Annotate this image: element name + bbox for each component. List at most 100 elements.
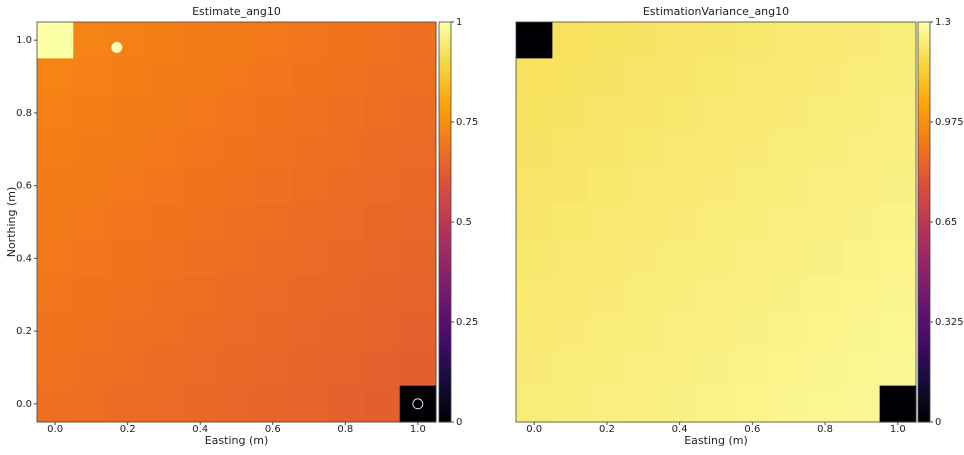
heatmap-cell xyxy=(734,203,772,241)
heatmap-cell xyxy=(218,203,256,241)
heatmap-cell xyxy=(109,58,147,96)
colorbar-segment xyxy=(439,358,451,363)
heatmap-cell xyxy=(879,94,917,132)
heatmap-cell xyxy=(697,167,735,205)
heatmap-cell xyxy=(516,385,553,423)
heatmap-cell xyxy=(625,240,662,278)
colorbar-segment xyxy=(918,186,930,191)
colorbar-segment xyxy=(918,222,930,227)
colorbar-segment xyxy=(439,146,451,151)
colorbar-segment xyxy=(439,338,451,343)
colorbar-segment xyxy=(918,142,930,147)
colorbar-segment xyxy=(439,246,451,251)
chart-title: EstimationVariance_ang10 xyxy=(643,5,789,18)
colorbar-segment xyxy=(439,138,451,143)
colorbar-segment xyxy=(918,226,930,231)
colorbar-segment xyxy=(918,238,930,243)
colorbar-segment xyxy=(918,194,930,199)
heatmap-cell xyxy=(73,22,111,59)
colorbar-segment xyxy=(918,326,930,331)
heatmap-cell xyxy=(770,349,808,387)
heatmap-cell xyxy=(218,167,256,205)
heatmap-cell xyxy=(182,385,219,423)
heatmap-cell xyxy=(625,167,662,205)
heatmap-cell xyxy=(734,349,772,387)
colorbar-tick-label: 0.975 xyxy=(935,117,964,128)
colorbar-segment xyxy=(439,274,451,279)
heatmap-cell xyxy=(552,385,590,423)
heatmap-cell xyxy=(327,58,364,96)
heatmap-cell xyxy=(145,349,183,387)
colorbar-segment xyxy=(918,130,930,135)
colorbar-segment xyxy=(918,106,930,111)
heatmap-cell xyxy=(734,167,772,205)
colorbar-segment xyxy=(918,70,930,75)
heatmap-cell xyxy=(145,203,183,241)
colorbar-segment xyxy=(439,314,451,319)
heatmap-cell xyxy=(516,167,553,205)
heatmap-cell xyxy=(661,58,699,96)
heatmap-cell xyxy=(806,276,844,314)
heatmap-cell xyxy=(182,276,219,314)
colorbar-segment xyxy=(439,330,451,335)
colorbar-segment xyxy=(439,122,451,127)
heatmap-cell xyxy=(254,167,292,205)
heatmap-cell xyxy=(770,203,808,241)
heatmap-cell xyxy=(109,312,147,350)
heatmap-cell xyxy=(109,276,147,314)
colorbar-segment xyxy=(439,34,451,39)
heatmap-cell xyxy=(182,94,219,132)
colorbar-segment xyxy=(918,22,930,27)
colorbar-segment xyxy=(439,390,451,395)
heatmap-cell xyxy=(290,312,328,350)
heatmap-cell xyxy=(37,58,74,96)
heatmap-cell xyxy=(37,349,74,387)
colorbar-segment xyxy=(439,194,451,199)
colorbar-segment xyxy=(439,166,451,171)
colorbar-segment xyxy=(918,254,930,259)
colorbar-segment xyxy=(439,102,451,107)
chart-title: Estimate_ang10 xyxy=(192,5,281,18)
heatmap-cell xyxy=(625,276,662,314)
heatmap-cell xyxy=(363,276,401,314)
colorbar-segment xyxy=(918,170,930,175)
colorbar-segment xyxy=(918,366,930,371)
heatmap-cell xyxy=(879,131,917,168)
colorbar-segment xyxy=(918,294,930,299)
heatmap-cell xyxy=(182,240,219,278)
colorbar-segment xyxy=(918,270,930,275)
colorbar-segment xyxy=(439,78,451,83)
colorbar-segment xyxy=(439,394,451,399)
colorbar-segment xyxy=(439,94,451,99)
heatmap-cell xyxy=(552,167,590,205)
heatmap-cell xyxy=(516,58,553,96)
colorbar-segment xyxy=(439,310,451,315)
y-tick-label: 0.0 xyxy=(16,399,32,410)
heatmap-cell xyxy=(770,58,808,96)
colorbar-segment xyxy=(918,46,930,51)
colorbar-segment xyxy=(918,86,930,91)
y-tick-label: 0.8 xyxy=(16,108,32,119)
colorbar-segment xyxy=(918,158,930,163)
colorbar-segment xyxy=(439,386,451,391)
heatmap-cell xyxy=(661,131,699,168)
heatmap-cell xyxy=(37,276,74,314)
colorbar-segment xyxy=(918,162,930,167)
heatmap-cell xyxy=(327,131,364,168)
colorbar-segment xyxy=(439,30,451,35)
colorbar-segment xyxy=(918,202,930,207)
plot-frame xyxy=(36,21,437,423)
heatmap-cell xyxy=(73,240,111,278)
heatmap-cell xyxy=(218,58,256,96)
heatmap-cell xyxy=(625,22,662,59)
heatmap-cell xyxy=(516,312,553,350)
heatmap-cell xyxy=(516,94,553,132)
colorbar-segment xyxy=(918,62,930,67)
heatmap-cell xyxy=(182,312,219,350)
x-tick-label: 0.4 xyxy=(192,424,208,435)
colorbar-segment xyxy=(439,342,451,347)
colorbar-segment xyxy=(439,106,451,111)
heatmap-cell xyxy=(73,349,111,387)
heatmap-cell xyxy=(290,203,328,241)
heatmap-cell xyxy=(109,385,147,423)
